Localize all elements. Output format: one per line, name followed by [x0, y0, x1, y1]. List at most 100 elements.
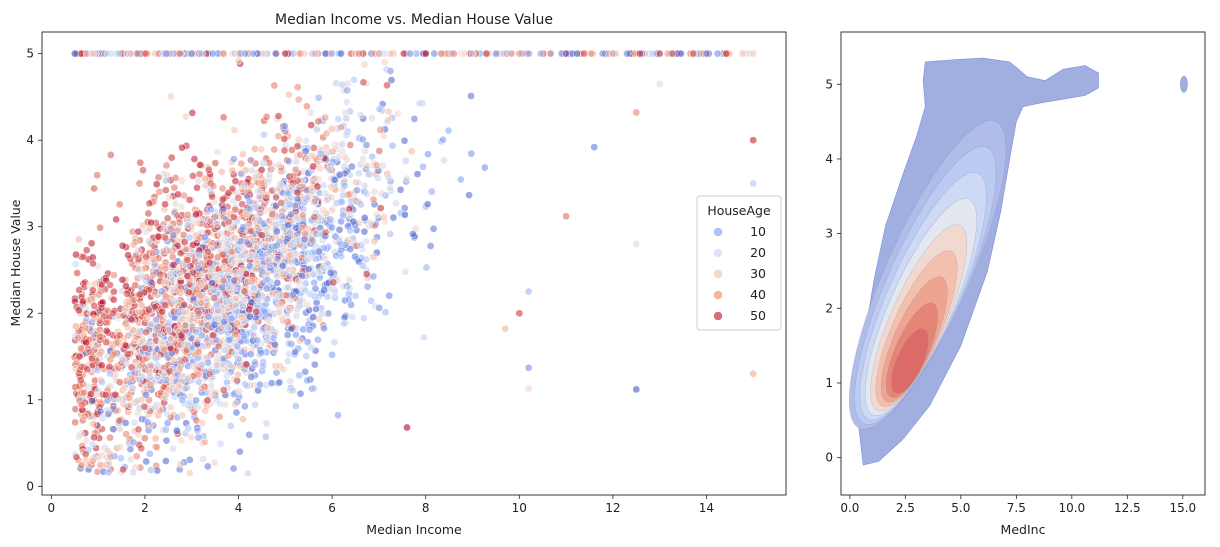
scatter-point — [304, 255, 313, 263]
scatter-point — [144, 209, 153, 218]
scatter-point — [238, 302, 247, 311]
scatter-point — [167, 269, 175, 278]
x-tick-label: 10.0 — [1058, 501, 1085, 515]
scatter-point — [380, 213, 388, 221]
scatter-point — [400, 204, 409, 212]
scatter-point — [72, 322, 80, 331]
scatter-point — [157, 337, 166, 346]
scatter-point — [161, 186, 170, 195]
scatter-point — [247, 298, 256, 307]
scatter-point — [304, 265, 313, 274]
scatter-point — [219, 386, 228, 394]
scatter-point — [271, 242, 279, 251]
scatter-point — [283, 357, 292, 366]
scatter-point — [284, 157, 293, 166]
scatter-point — [346, 141, 355, 149]
scatter-point — [163, 214, 172, 223]
scatter-point — [222, 371, 231, 380]
scatter-point — [88, 440, 97, 449]
scatter-point — [234, 49, 243, 58]
scatter-point — [204, 166, 213, 174]
scatter-point — [75, 432, 83, 441]
scatter-point — [178, 143, 186, 152]
scatter-point — [228, 184, 237, 193]
scatter-point — [251, 144, 259, 153]
scatter-point — [562, 49, 570, 58]
scatter-point — [383, 118, 392, 126]
scatter-point — [277, 199, 286, 207]
scatter-point — [185, 196, 194, 204]
x-tick-label: 15.0 — [1169, 501, 1196, 515]
x-tick-label: 2 — [141, 501, 149, 515]
scatter-point — [261, 432, 270, 441]
scatter-point — [101, 391, 110, 399]
scatter-point — [139, 273, 148, 282]
scatter-point — [184, 424, 193, 433]
scatter-point — [88, 397, 96, 405]
scatter-point — [97, 303, 106, 312]
scatter-point — [499, 49, 508, 58]
scatter-point — [123, 289, 131, 298]
scatter-point — [124, 391, 133, 400]
scatter-point — [294, 277, 303, 285]
scatter-point — [609, 49, 617, 58]
scatter-point — [111, 390, 120, 399]
scatter-point — [263, 275, 272, 284]
scatter-point — [343, 98, 351, 106]
scatter-point — [82, 246, 91, 255]
scatter-point — [334, 115, 343, 123]
scatter-point — [70, 49, 79, 58]
scatter-point — [288, 146, 296, 154]
scatter-point — [635, 49, 644, 58]
scatter-point — [233, 319, 241, 328]
scatter-point — [515, 49, 524, 58]
scatter-point — [197, 384, 206, 393]
scatter-x-axis: 0 2 4 6 8 10 12 14 — [48, 495, 714, 515]
scatter-point — [183, 374, 192, 383]
scatter-point — [749, 369, 758, 378]
scatter-point — [335, 225, 344, 234]
scatter-point — [689, 49, 698, 58]
scatter-point — [238, 200, 247, 209]
scatter-point — [173, 324, 182, 333]
scatter-point — [154, 49, 163, 58]
y-tick-label: 3 — [825, 227, 833, 241]
scatter-point — [154, 232, 163, 241]
scatter-point — [460, 49, 469, 58]
scatter-point — [73, 269, 82, 277]
scatter-point — [126, 455, 135, 464]
scatter-point — [368, 114, 376, 122]
scatter-point — [384, 173, 393, 182]
scatter-point — [291, 201, 299, 210]
scatter-point — [327, 183, 335, 191]
kde-contours — [848, 57, 1188, 466]
scatter-point — [302, 352, 311, 360]
scatter-point — [160, 345, 169, 354]
scatter-point — [480, 163, 489, 172]
scatter-point — [98, 378, 106, 386]
scatter-point — [341, 152, 349, 161]
scatter-point — [177, 203, 186, 211]
scatter-point — [330, 338, 339, 347]
scatter-point — [245, 305, 254, 314]
scatter-point — [124, 350, 132, 359]
scatter-point — [328, 223, 336, 232]
scatter-point — [386, 67, 395, 75]
scatter-point — [175, 218, 184, 227]
scatter-point — [238, 225, 247, 234]
scatter-point — [175, 49, 184, 58]
scatter-point — [508, 49, 516, 58]
scatter-point — [369, 195, 378, 204]
scatter-point — [71, 260, 80, 269]
scatter-point — [115, 378, 124, 387]
scatter-point — [312, 125, 321, 134]
scatter-point — [134, 265, 143, 273]
scatter-point — [314, 292, 323, 301]
kde-x-label: MedInc — [1001, 522, 1046, 537]
scatter-point — [649, 49, 657, 58]
scatter-point — [384, 107, 393, 116]
scatter-point — [223, 304, 232, 313]
scatter-point — [354, 169, 363, 178]
scatter-point — [90, 184, 98, 193]
